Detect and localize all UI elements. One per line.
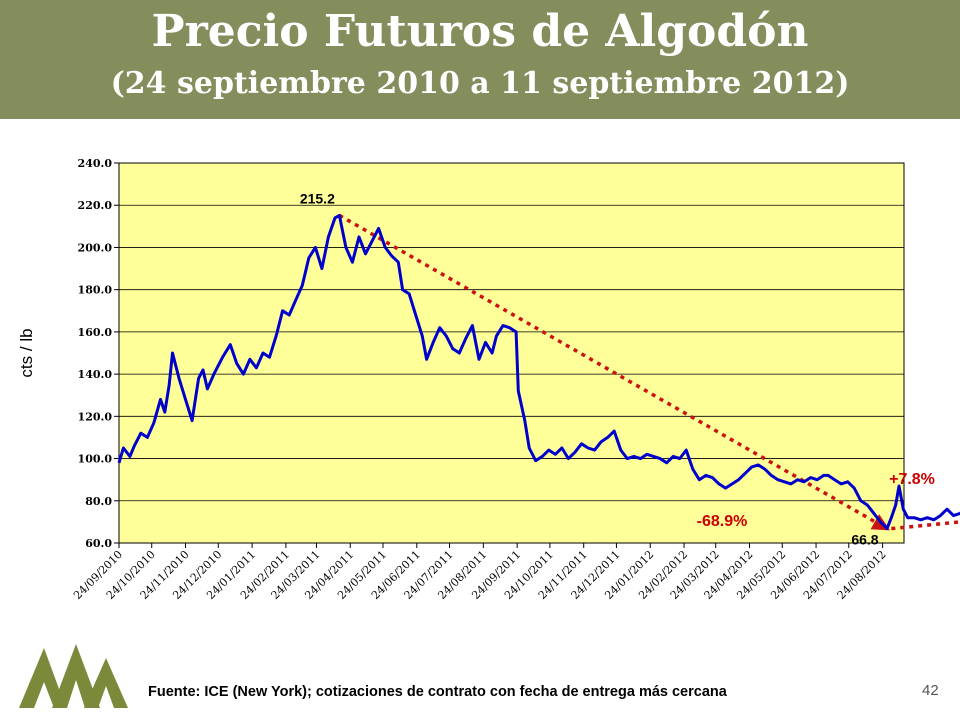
y-tick-label: 100.0	[78, 453, 113, 466]
data-label: 215.2	[300, 190, 335, 206]
y-tick-label: 120.0	[78, 410, 113, 423]
y-tick-label: 160.0	[78, 326, 113, 339]
y-tick-label: 60.0	[85, 537, 112, 550]
page-title: Precio Futuros de Algodón	[151, 6, 809, 57]
source-note: Fuente: ICE (New York); cotizaciones de …	[148, 684, 727, 700]
y-tick-label: 80.0	[85, 495, 112, 508]
data-label: -68.9%	[697, 513, 748, 530]
y-tick-label: 180.0	[78, 284, 113, 297]
y-tick-label: 240.0	[78, 157, 113, 170]
y-axis-label: cts / lb	[17, 328, 36, 377]
price-series-line	[117, 213, 960, 531]
y-tick-label: 220.0	[78, 199, 113, 212]
trend-line-2	[891, 520, 960, 531]
y-tick-label: 200.0	[78, 241, 113, 254]
title-banner: Precio Futuros de Algodón (24 septiembre…	[0, 0, 960, 119]
page-subtitle: (24 septiembre 2010 a 11 septiembre 2012…	[110, 66, 850, 101]
mountain-logo-icon	[19, 644, 128, 708]
data-label: 66.8	[851, 532, 878, 548]
page-number: 42	[922, 682, 939, 699]
trend-line-1	[338, 213, 891, 531]
plot-area	[118, 162, 905, 544]
data-label: +7.8%	[889, 471, 935, 488]
y-tick-label: 140.0	[78, 368, 113, 381]
